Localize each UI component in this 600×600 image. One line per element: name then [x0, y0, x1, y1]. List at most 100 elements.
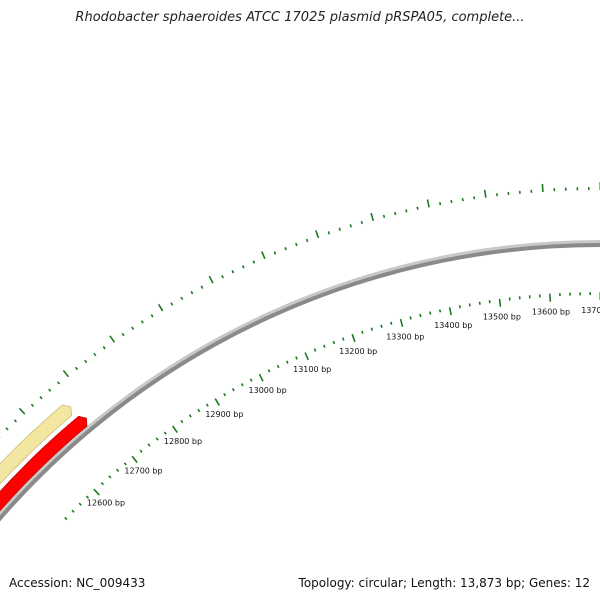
outer-minor-tick — [273, 251, 277, 255]
inner-minor-tick — [85, 495, 90, 499]
inner-minor-tick — [147, 443, 151, 447]
outer-tick-ring — [0, 182, 600, 438]
outer-minor-tick — [56, 381, 61, 385]
inner-minor-tick — [139, 449, 143, 453]
inner-minor-tick — [155, 437, 159, 441]
outer-minor-tick — [102, 346, 106, 350]
inner-minor-tick — [390, 321, 393, 325]
inner-minor-tick — [276, 364, 280, 369]
inner-minor-tick — [188, 414, 192, 418]
tick-label: 12800 bp — [164, 437, 202, 446]
inner-major-tick — [448, 307, 452, 316]
inner-major-tick — [498, 298, 502, 307]
tick-label: 13700 bp — [581, 306, 600, 315]
inner-minor-tick — [370, 327, 374, 331]
outer-minor-tick — [84, 359, 88, 364]
outer-minor-tick — [439, 202, 442, 206]
inner-minor-tick — [438, 309, 442, 313]
outer-minor-tick — [360, 220, 363, 225]
outer-major-tick — [541, 183, 544, 192]
inner-minor-tick — [468, 303, 471, 307]
outer-minor-tick — [327, 231, 331, 235]
outer-major-tick — [261, 251, 266, 260]
inner-minor-tick — [240, 383, 244, 387]
inner-tick-ring — [64, 292, 600, 521]
inner-major-tick — [214, 398, 220, 406]
inner-minor-tick — [267, 369, 271, 373]
inner-minor-tick — [380, 324, 383, 328]
outer-minor-tick — [461, 197, 464, 202]
outer-minor-tick — [121, 332, 125, 337]
feature-red[interactable] — [0, 415, 88, 574]
outer-minor-tick — [74, 366, 79, 371]
tick-label: 13500 bp — [483, 313, 521, 322]
inner-minor-tick — [249, 378, 253, 382]
outer-minor-tick — [180, 296, 184, 300]
outer-minor-tick — [405, 209, 408, 213]
inner-minor-tick — [108, 475, 112, 479]
inner-major-tick — [131, 455, 138, 464]
inner-minor-tick — [409, 316, 412, 320]
outer-minor-tick — [473, 196, 476, 200]
outer-minor-tick — [170, 302, 174, 306]
inner-minor-tick — [313, 348, 317, 352]
outer-major-tick — [315, 230, 320, 239]
topology-summary: Topology: circular; Length: 13,873 bp; G… — [298, 576, 590, 590]
tick-label: 12600 bp — [87, 499, 125, 508]
inner-minor-tick — [419, 313, 422, 318]
inner-minor-tick — [64, 516, 68, 521]
inner-minor-tick — [323, 344, 326, 348]
inner-minor-tick — [458, 305, 461, 309]
inner-minor-tick — [332, 340, 336, 345]
inner-minor-tick — [100, 481, 104, 486]
tick-labels: 12600 bp 12700 bp 12800 bp 12900 bp 13000 bp… — [87, 306, 600, 508]
outer-minor-tick — [382, 214, 386, 219]
outer-minor-tick — [30, 403, 34, 407]
outer-minor-tick — [284, 247, 287, 251]
outer-minor-tick — [252, 260, 256, 264]
outer-minor-tick — [39, 396, 43, 400]
tick-label: 13200 bp — [339, 347, 377, 356]
feature-yellow[interactable] — [0, 404, 73, 564]
outer-minor-tick — [48, 388, 52, 392]
outer-minor-tick — [295, 242, 298, 247]
inner-minor-tick — [429, 311, 432, 315]
outer-minor-tick — [305, 238, 309, 243]
inner-minor-tick — [231, 388, 235, 392]
inner-minor-tick — [115, 468, 120, 473]
inner-minor-tick — [197, 408, 201, 413]
backbone-shadow — [0, 240, 600, 521]
backbone — [0, 243, 600, 522]
outer-minor-tick — [349, 224, 352, 228]
inner-minor-tick — [478, 301, 481, 305]
inner-minor-tick — [285, 360, 289, 364]
outer-major-tick — [62, 369, 70, 378]
inner-minor-tick — [341, 337, 345, 341]
outer-major-tick — [483, 189, 487, 198]
tick-label: 12700 bp — [124, 466, 162, 475]
inner-minor-tick — [71, 509, 75, 513]
accession-text: Accession: NC_009433 — [9, 576, 146, 590]
outer-minor-tick — [338, 227, 341, 231]
outer-minor-tick — [93, 352, 97, 357]
tick-label: 12900 bp — [205, 410, 243, 419]
outer-minor-tick — [140, 320, 144, 324]
outer-minor-tick — [416, 206, 419, 210]
inner-minor-tick — [78, 502, 82, 506]
outer-major-tick — [208, 275, 214, 284]
inner-major-tick — [172, 425, 178, 434]
inner-major-tick — [258, 373, 264, 382]
tick-label: 13100 bp — [293, 365, 331, 374]
outer-major-tick — [109, 335, 116, 343]
outer-minor-tick — [394, 211, 397, 216]
outer-major-tick — [370, 212, 375, 222]
tick-label: 13600 bp — [532, 308, 570, 317]
page-title: Rhodobacter sphaeroides ATCC 17025 plasm… — [75, 10, 525, 25]
outer-minor-tick — [450, 199, 453, 204]
outer-minor-tick — [190, 291, 194, 295]
outer-minor-tick — [13, 419, 17, 423]
inner-minor-tick — [123, 462, 127, 466]
outer-minor-tick — [5, 427, 9, 431]
